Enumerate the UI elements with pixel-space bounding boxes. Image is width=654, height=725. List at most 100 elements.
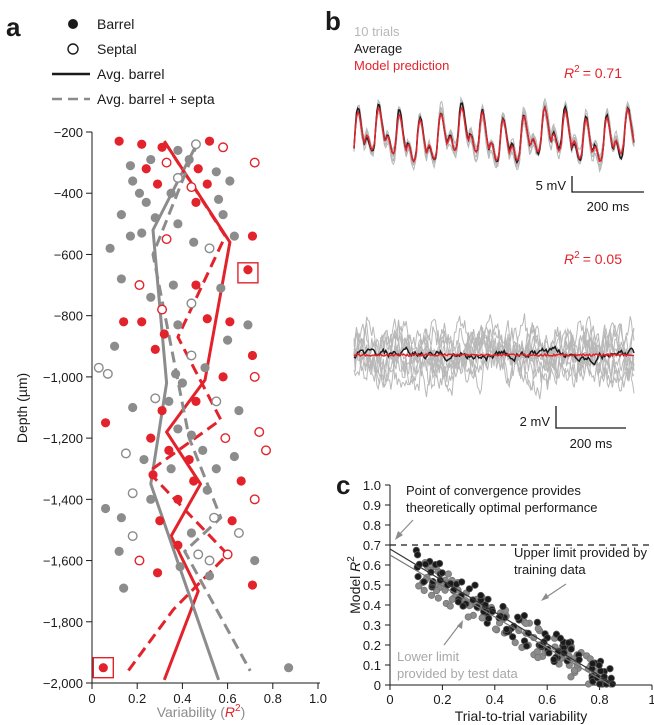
data-point-red-septal xyxy=(134,280,145,291)
scale-bar-bottom-time: 200 ms xyxy=(570,436,613,451)
c-y-tick-label: 0.6 xyxy=(363,558,381,573)
legend-avg-septa-label: Avg. barrel + septa xyxy=(97,91,215,107)
legend-model-label: Model prediction xyxy=(354,58,449,73)
c-y-tick-label: 0 xyxy=(374,678,381,693)
data-point-red-septal xyxy=(218,142,229,153)
panel-a-ticks: −200 −400 −600 −800 −1,000 −1,200 −1,400 −1,600… xyxy=(43,125,327,706)
a-y-tick-label: −1,400 xyxy=(43,492,83,507)
point-black xyxy=(556,634,565,642)
a-x-tick-label: 0.4 xyxy=(173,691,191,706)
convergence-arrow xyxy=(395,519,414,540)
data-point-gray-barrel xyxy=(119,583,129,593)
data-point-red-septal xyxy=(222,549,233,560)
data-point-red-barrel xyxy=(119,317,129,327)
data-point-gray-barrel xyxy=(223,335,233,345)
panel-a-x-axis-label: Variability (R2) xyxy=(157,703,246,720)
r2-bottom-sup: 2 xyxy=(574,250,580,261)
data-point-red-barrel xyxy=(202,179,212,189)
a-y-tick-label: −2,000 xyxy=(43,676,83,691)
point-black xyxy=(545,649,553,657)
data-point-red-barrel xyxy=(146,433,156,443)
point-black xyxy=(509,633,517,641)
data-point-gray-barrel xyxy=(218,210,228,220)
data-point-gray-barrel xyxy=(110,341,120,351)
scale-bar-top: 5 mV 200 ms xyxy=(536,176,644,214)
data-point-red-septal xyxy=(249,494,260,505)
data-point-red-barrel xyxy=(218,372,228,382)
point-gray xyxy=(567,673,575,681)
data-point-red-septal xyxy=(157,304,168,315)
panel-c-fit-lines xyxy=(389,548,616,686)
highlight-box xyxy=(237,262,259,284)
data-point-red-barrel xyxy=(191,280,201,290)
legend-avg-barrel-label: Avg. barrel xyxy=(97,66,164,82)
data-point-red-barrel xyxy=(191,396,201,406)
lower-arrow xyxy=(443,620,463,646)
fit-line-gray xyxy=(389,554,611,686)
data-point-red-barrel xyxy=(247,350,258,361)
point-black xyxy=(567,645,575,653)
data-point-gray-barrel xyxy=(204,571,215,581)
point-gray xyxy=(534,653,542,662)
data-point-gray-barrel xyxy=(116,513,126,523)
data-point-red-barrel xyxy=(193,164,203,174)
data-point-red-barrel xyxy=(204,136,215,146)
annotation-convergence-line1: Point of convergence provides xyxy=(406,483,581,498)
data-point-red-barrel xyxy=(152,179,163,189)
scale-bar-bottom-shape xyxy=(555,406,626,429)
point-gray xyxy=(464,613,472,621)
a-y-tick-label: −400 xyxy=(54,186,83,201)
data-point-gray-barrel xyxy=(166,188,176,198)
panel-a-highlight-boxes xyxy=(92,262,259,679)
point-gray xyxy=(522,619,530,628)
point-black xyxy=(533,618,541,626)
avg-line-gray-solid xyxy=(149,140,221,681)
c-x-tick-label: 0 xyxy=(386,692,393,707)
data-point-gray-barrel xyxy=(150,213,160,223)
point-black xyxy=(435,559,444,568)
c-y-tick-label: 0.7 xyxy=(363,538,381,553)
data-point-gray-barrel xyxy=(229,451,239,462)
c-ylabel-sup: 2 xyxy=(346,556,357,562)
x-label-text: Variability ( xyxy=(157,704,226,720)
point-black xyxy=(420,578,428,586)
data-point-gray-barrel xyxy=(146,292,156,302)
point-black xyxy=(499,602,507,611)
c-y-tick-label: 0.9 xyxy=(363,498,381,513)
panel-b-top-traces xyxy=(353,96,635,173)
data-point-red-barrel xyxy=(236,476,246,486)
r2-top-label: R2 = 0.71 xyxy=(564,64,622,81)
panel-b-bottom-traces xyxy=(353,313,635,400)
point-black xyxy=(484,595,492,603)
data-point-gray-septal xyxy=(102,368,113,379)
data-point-gray-barrel xyxy=(225,176,235,186)
panel-c-y-axis-label: Model R2 xyxy=(346,556,363,614)
c-y-tick-label: 0.8 xyxy=(363,518,381,533)
upper-arrow xyxy=(541,583,567,601)
point-gray xyxy=(420,586,428,595)
c-ylabel-symbol: R xyxy=(347,562,363,572)
data-point-gray-barrel xyxy=(125,161,136,171)
data-point-red-barrel xyxy=(191,197,201,208)
data-point-red-barrel xyxy=(164,445,174,455)
data-point-gray-barrel xyxy=(200,363,210,373)
data-point-gray-barrel xyxy=(116,274,126,284)
data-point-gray-barrel xyxy=(125,231,136,241)
trial-trace xyxy=(353,324,635,396)
data-point-gray-septal xyxy=(186,350,197,361)
trial-trace xyxy=(353,319,635,388)
point-black xyxy=(465,585,474,593)
point-gray xyxy=(446,602,454,610)
data-point-red-septal xyxy=(261,445,272,456)
data-point-gray-barrel xyxy=(175,562,185,572)
point-black xyxy=(597,667,605,675)
data-point-gray-barrel xyxy=(171,369,181,379)
avg-line-red-solid xyxy=(162,140,232,681)
point-gray xyxy=(448,595,456,603)
data-point-gray-septal xyxy=(186,298,197,309)
data-point-gray-barrel xyxy=(105,243,115,253)
data-point-gray-barrel xyxy=(168,280,178,290)
c-y-tick-label: 1.0 xyxy=(363,478,381,493)
panel-a-points xyxy=(93,136,294,673)
data-point-gray-barrel xyxy=(173,424,183,434)
